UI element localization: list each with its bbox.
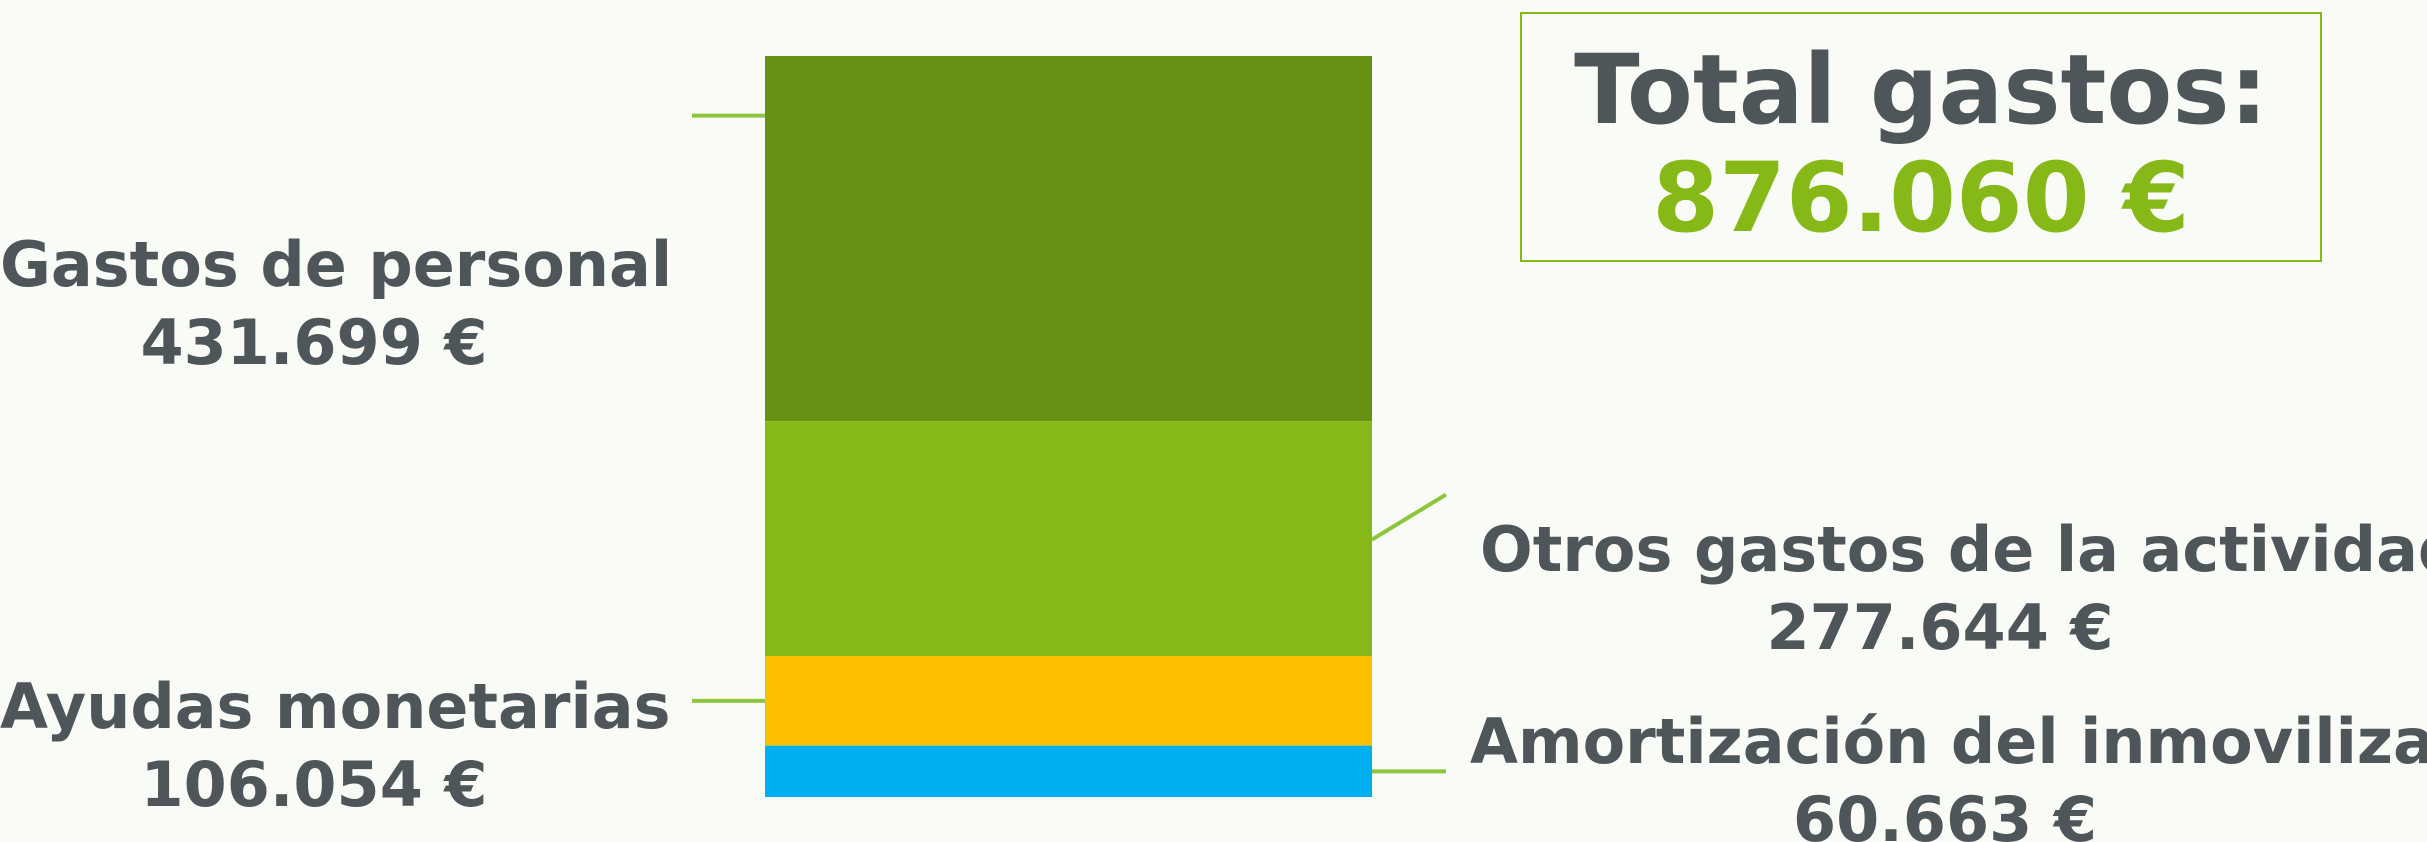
total-value: 876.060 €: [1652, 142, 2190, 254]
label-amortizacion-name: Amortización del inmovilizado: [1470, 705, 2427, 778]
label-ayudas-monetarias: Ayudas monetarias 106.054 €: [0, 668, 671, 824]
label-gastos-personal: Gastos de personal 431.699 €: [0, 226, 673, 382]
label-otros-gastos-name: Otros gastos de la actividad: [1480, 513, 2427, 586]
bar-gastos-personal: [765, 56, 1372, 422]
total-title: Total gastos:: [1574, 34, 2268, 146]
label-amortizacion: Amortización del inmovilizado 60.663 €: [1470, 703, 2427, 842]
label-amortizacion-value: 60.663 €: [1793, 783, 2097, 842]
bar-otros-gastos: [765, 421, 1372, 656]
label-gastos-personal-name: Gastos de personal: [0, 228, 673, 301]
label-gastos-personal-value: 431.699 €: [140, 306, 488, 379]
label-ayudas-monetarias-value: 106.054 €: [140, 748, 488, 821]
connector-otros-gastos: [1370, 492, 1448, 542]
label-ayudas-monetarias-name: Ayudas monetarias: [0, 670, 671, 743]
bar-ayudas-monetarias: [765, 655, 1372, 746]
label-otros-gastos: Otros gastos de la actividad 277.644 €: [1480, 511, 2427, 667]
bar-amortizacion: [765, 745, 1372, 797]
total-box: Total gastos: 876.060 €: [1520, 12, 2322, 262]
label-otros-gastos-value: 277.644 €: [1766, 591, 2114, 664]
